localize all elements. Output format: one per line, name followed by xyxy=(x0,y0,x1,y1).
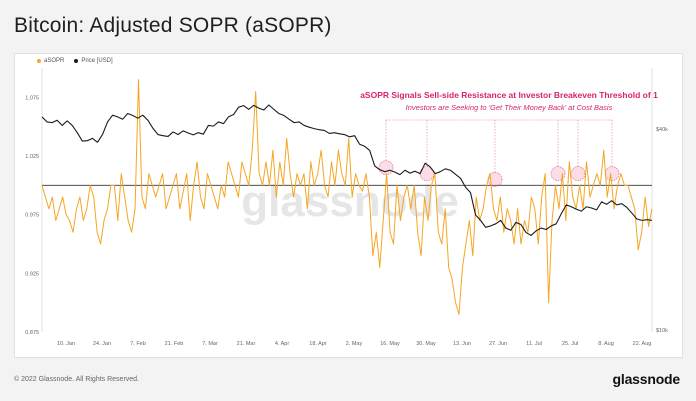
highlight-circle xyxy=(419,166,435,181)
price-series-line xyxy=(41,104,653,236)
y-tick-label-left: 1.075 xyxy=(25,95,39,101)
x-tick-label: 30. May xyxy=(416,341,436,347)
x-tick-label: 7. Feb xyxy=(130,341,146,347)
x-tick-label: 18. Apr xyxy=(309,341,327,347)
y-tick-label-right: $40k xyxy=(656,127,668,133)
brand-logo: glassnode xyxy=(612,371,681,387)
legend-dot-asopr xyxy=(37,59,41,63)
x-tick-label: 4. Apr xyxy=(275,341,290,347)
x-tick-label: 21. Mar xyxy=(237,341,256,347)
legend-dot-price xyxy=(74,59,79,63)
x-tick-label: 11. Jul xyxy=(526,341,542,347)
x-tick-label: 16. May xyxy=(380,341,400,347)
page-title: Bitcoin: Adjusted SOPR (aSOPR) xyxy=(14,14,332,37)
highlight-circle xyxy=(550,166,566,181)
watermark-text: glassnode xyxy=(241,177,459,226)
x-tick-label: 8. Aug xyxy=(598,341,614,347)
y-tick-label-left: 0.975 xyxy=(25,213,39,219)
chart-annotation-title: aSOPR Signals Sell-side Resistance at In… xyxy=(360,90,658,100)
legend: aSOPR Price [USD] xyxy=(37,58,113,64)
y-tick-label-left: 0.875 xyxy=(25,330,39,336)
y-tick-label-left: 1.025 xyxy=(25,154,39,160)
chart-annotation-subtitle: Investors are Seeking to 'Get Their Mone… xyxy=(406,103,613,112)
x-tick-label: 7. Mar xyxy=(202,341,218,347)
legend-item-asopr[interactable]: aSOPR xyxy=(37,58,64,64)
asopr-series-line xyxy=(41,79,653,315)
x-tick-label: 27. Jun xyxy=(489,341,507,347)
legend-label-asopr: aSOPR xyxy=(44,58,65,64)
x-tick-label: 10. Jan xyxy=(57,341,75,347)
x-tick-label: 25. Jul xyxy=(562,341,578,347)
x-tick-label: 2. May xyxy=(346,341,363,347)
legend-item-price[interactable]: Price [USD] xyxy=(74,58,113,64)
x-tick-label: 22. Aug xyxy=(633,341,652,347)
highlight-circle xyxy=(604,166,620,181)
copyright: © 2022 Glassnode. All Rights Reserved. xyxy=(14,376,140,383)
highlight-circle xyxy=(570,166,586,181)
asopr-chart: glassnode 0.875 0.925 0.975 1.025 1.075 $10k $… xyxy=(25,68,668,347)
x-tick-label: 13. Jun xyxy=(453,341,471,347)
y-tick-label-right: $10k xyxy=(656,328,668,334)
highlight-circle xyxy=(378,160,394,176)
x-tick-label: 21. Feb xyxy=(165,341,184,347)
y-tick-label-left: 0.925 xyxy=(25,271,39,277)
highlight-circle xyxy=(487,172,503,187)
x-tick-label: 24. Jan xyxy=(93,341,111,347)
chart-card: aSOPR Price [USD] glassnode 0.875 0.925 0.… xyxy=(14,53,683,358)
legend-label-price: Price [USD] xyxy=(81,58,113,64)
